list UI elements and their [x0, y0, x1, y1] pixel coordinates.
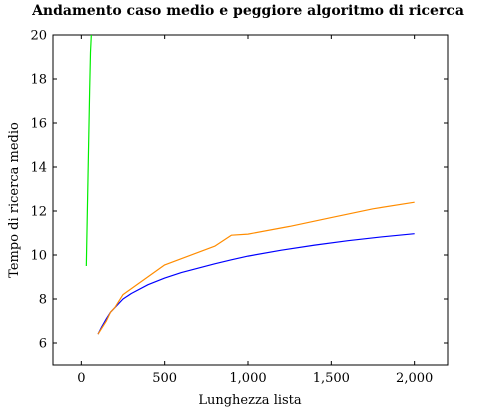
y-tick-label: 16: [30, 117, 47, 132]
x-tick-label: 1,000: [229, 371, 266, 386]
x-tick-label: 500: [152, 371, 177, 386]
chart-title: Andamento caso medio e peggiore algoritm…: [31, 3, 464, 19]
x-tick-label: 2,000: [396, 371, 433, 386]
y-tick-label: 14: [30, 161, 47, 176]
series-layer: [85, 34, 415, 335]
series-line-3: [97, 201, 415, 335]
y-tick-label: 8: [39, 293, 47, 308]
x-tick-label: 1,500: [313, 371, 350, 386]
series-line-1: [85, 34, 92, 267]
x-axis: 0 500 1,000 1,500 2,000: [77, 35, 433, 386]
x-axis-label: Lunghezza lista: [198, 393, 302, 408]
y-tick-label: 12: [30, 205, 47, 220]
y-tick-label: 18: [30, 73, 47, 88]
y-tick-label: 6: [39, 337, 47, 352]
y-tick-label: 10: [30, 249, 47, 264]
y-tick-label: 20: [30, 29, 47, 44]
plot-frame: [52, 34, 449, 366]
y-axis: 6 8 10 12 14 16 18 20: [30, 29, 448, 352]
y-axis-label: Tempo di ricerca medio: [7, 122, 22, 278]
x-tick-label: 0: [77, 371, 85, 386]
series-line-2: [97, 233, 415, 335]
